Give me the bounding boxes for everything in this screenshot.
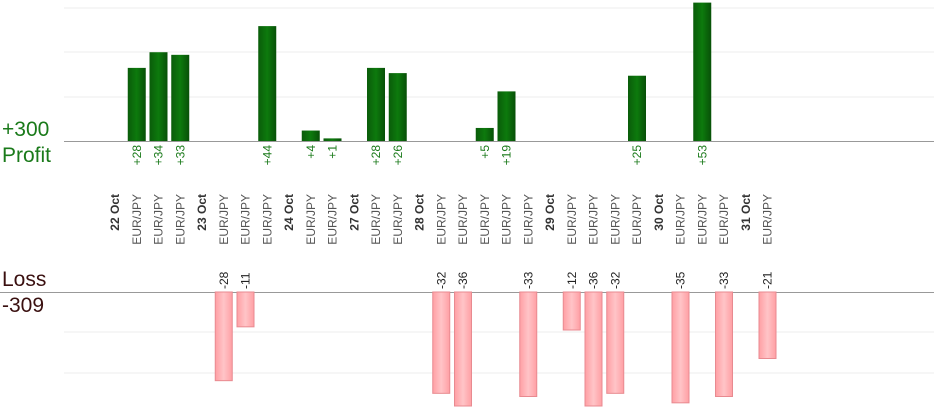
profit-bar: [388, 73, 407, 141]
profit-bar: [149, 52, 168, 141]
loss-value-label: -28: [217, 271, 231, 289]
trade-pair-label: EUR/JPY: [239, 194, 253, 245]
profit-bar: [497, 91, 516, 141]
day-label: 29 Oct: [543, 194, 557, 231]
profit-bar: [171, 54, 190, 142]
day-label: 23 Oct: [195, 194, 209, 231]
trade-pair-label: EUR/JPY: [152, 194, 166, 245]
loss-bar: [214, 291, 233, 382]
loss-bar: [454, 291, 472, 407]
profit-value-label: +25: [630, 145, 644, 166]
bars: [127, 2, 777, 407]
day-label: 28 Oct: [413, 194, 427, 231]
trade-pair-label: EUR/JPY: [478, 194, 492, 245]
profit-bar: [323, 138, 342, 141]
loss-value-label: -32: [434, 271, 448, 289]
profit-value-label: +34: [152, 145, 166, 166]
loss-value-label: -36: [456, 271, 470, 289]
profit-value-label: +28: [369, 145, 383, 166]
loss-bar: [432, 291, 451, 394]
profit-bar: [367, 67, 385, 141]
profit-value-label: +1: [326, 145, 340, 159]
trade-pair-label: EUR/JPY: [456, 194, 470, 245]
profit-value-label: +28: [130, 145, 144, 166]
trade-pair-label: EUR/JPY: [369, 194, 383, 245]
day-label: 27 Oct: [347, 194, 361, 231]
loss-value-label: -33: [521, 271, 535, 289]
profit-bar: [693, 2, 712, 141]
profit-bar: [258, 26, 277, 141]
profit-value-label: +19: [500, 145, 514, 166]
loss-value-label: -11: [239, 272, 253, 289]
loss-value-label: -35: [674, 271, 688, 289]
labels: 22 Oct EUR/JPY +28 EUR/JPY +34 EUR/JPY +33 23 O…: [108, 145, 775, 289]
trade-pair-label: EUR/JPY: [565, 194, 579, 245]
trade-pair-label: EUR/JPY: [130, 194, 144, 245]
trade-pair-label: EUR/JPY: [217, 194, 231, 245]
profit-value-label: +53: [695, 145, 709, 166]
trade-pair-label: EUR/JPY: [260, 194, 274, 245]
day-label: 24 Oct: [282, 194, 296, 231]
loss-bar: [715, 291, 733, 397]
profit-value-label: +33: [173, 145, 187, 166]
day-label: 22 Oct: [108, 194, 122, 231]
profit-bar: [301, 130, 320, 141]
profit-value-label: +44: [260, 145, 274, 166]
loss-value-label: -33: [717, 271, 731, 289]
loss-value-label: -36: [587, 271, 601, 289]
trade-pair-label: EUR/JPY: [674, 194, 688, 245]
loss-total: -309: [2, 294, 45, 317]
trade-pair-label: EUR/JPY: [608, 194, 622, 245]
profit-value-label: +5: [478, 145, 492, 159]
trade-pair-label: EUR/JPY: [717, 194, 731, 245]
trade-pair-label: EUR/JPY: [587, 194, 601, 245]
profit-bar: [628, 75, 646, 141]
trade-pair-label: EUR/JPY: [630, 194, 644, 245]
trade-pair-label: EUR/JPY: [500, 194, 514, 245]
loss-bar: [584, 291, 603, 407]
trade-pair-label: EUR/JPY: [391, 194, 405, 245]
profit-value-label: +4: [304, 145, 318, 159]
trade-pair-label: EUR/JPY: [521, 194, 535, 245]
profit-total: +300: [2, 118, 50, 141]
trade-pair-label: EUR/JPY: [326, 194, 340, 245]
loss-bar: [671, 291, 690, 404]
loss-bar: [606, 291, 625, 394]
day-label: 30 Oct: [652, 194, 666, 231]
trade-pair-label: EUR/JPY: [695, 194, 709, 245]
trade-pair-label: EUR/JPY: [304, 194, 318, 245]
profit-bar: [475, 127, 494, 141]
trade-pair-label: EUR/JPY: [761, 194, 775, 245]
loss-bar: [758, 291, 777, 359]
loss-bar: [519, 291, 538, 397]
loss-value-label: -32: [608, 271, 622, 289]
loss-value-label: -21: [761, 271, 775, 289]
trade-pair-label: EUR/JPY: [173, 194, 187, 245]
loss-bar: [236, 291, 255, 328]
profit-label: Profit: [2, 144, 52, 167]
profit-value-label: +26: [391, 145, 405, 166]
trade-pair-label: EUR/JPY: [434, 194, 448, 245]
profit-bar: [127, 67, 146, 141]
loss-value-label: -12: [565, 271, 579, 289]
loss-label: Loss: [2, 268, 47, 291]
loss-bar: [562, 291, 581, 331]
day-label: 31 Oct: [739, 194, 753, 231]
